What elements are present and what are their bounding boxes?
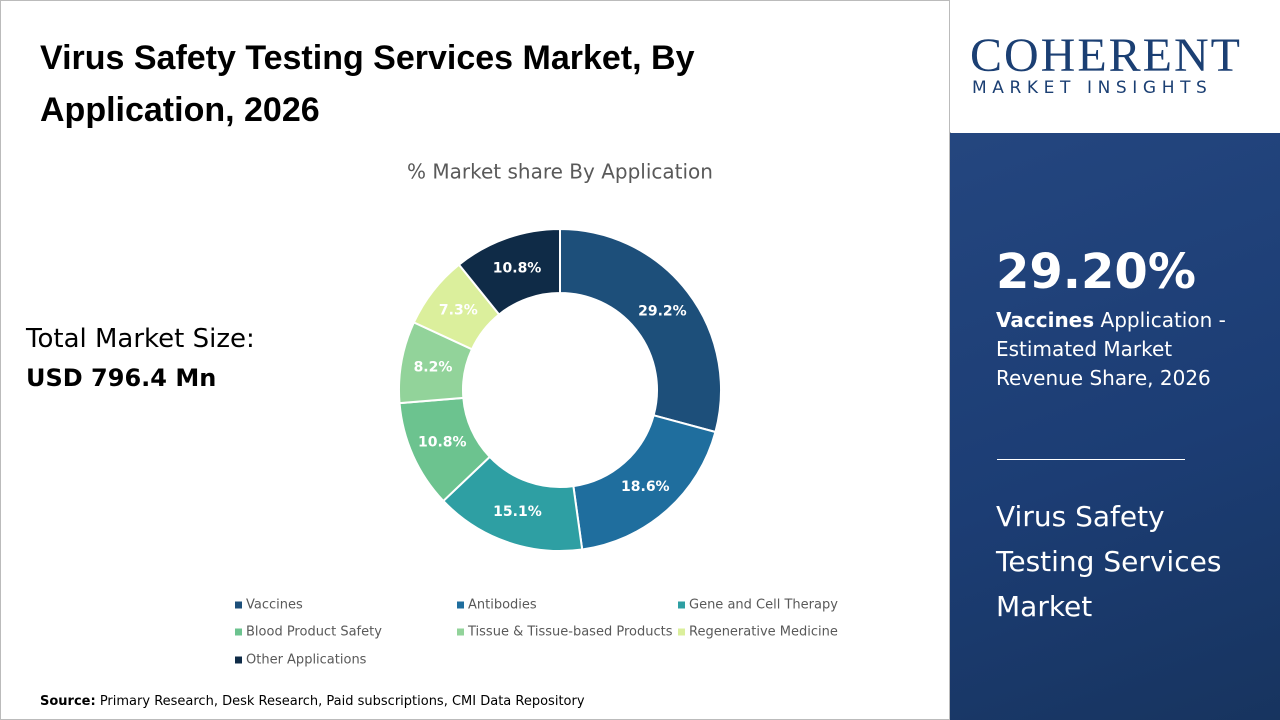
donut-slice bbox=[457, 227, 561, 316]
data-label: 15.1% bbox=[493, 504, 542, 520]
legend-label: Antibodies bbox=[468, 598, 537, 613]
logo-tagline: MARKET INSIGHTS bbox=[972, 78, 1213, 98]
chart-title: % Market share By Application bbox=[407, 160, 713, 184]
market-name: Virus Safety Testing Services Market bbox=[996, 500, 1222, 623]
data-label: 10.8% bbox=[493, 260, 542, 276]
chart: % Market share By Application 29.2% 18.6%… bbox=[235, 160, 838, 668]
legend-marker bbox=[235, 656, 242, 664]
stat-desc: Application - Estimated Market Revenue S… bbox=[996, 308, 1226, 390]
legend-marker bbox=[457, 628, 464, 636]
stat-value: 29.20% bbox=[996, 244, 1196, 300]
legend-marker bbox=[678, 601, 685, 609]
data-label: 10.8% bbox=[418, 435, 467, 451]
legend-label: Regenerative Medicine bbox=[689, 625, 838, 640]
legend-label: Other Applications bbox=[246, 653, 367, 668]
legend-marker bbox=[678, 628, 685, 636]
legend-label: Tissue & Tissue-based Products bbox=[467, 625, 673, 640]
legend-marker bbox=[457, 601, 464, 609]
total-value: USD 796.4 Mn bbox=[26, 364, 217, 392]
legend-marker bbox=[235, 601, 242, 609]
data-label: 29.2% bbox=[638, 304, 687, 320]
legend-label: Gene and Cell Therapy bbox=[689, 598, 838, 613]
donut-slice bbox=[559, 227, 722, 434]
legend-label: Vaccines bbox=[246, 598, 303, 613]
source-label: Source: bbox=[40, 694, 96, 709]
source: Source: Primary Research, Desk Research,… bbox=[40, 694, 585, 709]
legend-label: Blood Product Safety bbox=[246, 625, 382, 640]
stat-bold: Vaccines bbox=[996, 308, 1095, 332]
stat-text: Vaccines Application - Estimated Market … bbox=[996, 306, 1236, 393]
page-title: Virus Safety Testing Services Market, By… bbox=[40, 39, 695, 129]
total-label: Total Market Size: bbox=[26, 324, 255, 354]
source-text: Primary Research, Desk Research, Paid su… bbox=[95, 694, 585, 709]
data-label: 7.3% bbox=[439, 303, 478, 319]
logo-name: COHERENT bbox=[970, 29, 1242, 82]
data-label: 8.2% bbox=[414, 359, 453, 375]
side-panel bbox=[950, 133, 1280, 720]
divider bbox=[997, 459, 1185, 460]
data-label: 18.6% bbox=[621, 479, 670, 495]
logo-area bbox=[950, 0, 1280, 132]
legend-marker bbox=[235, 628, 242, 636]
